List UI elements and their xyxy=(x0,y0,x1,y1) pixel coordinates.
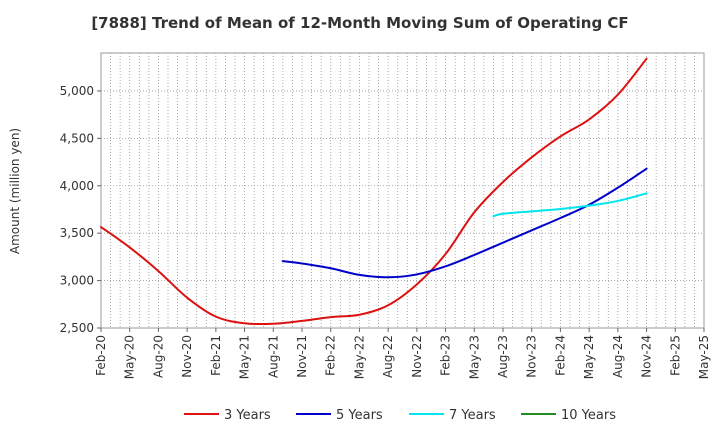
x-tick-label: Aug-24 xyxy=(611,335,625,378)
y-tick-label: 2,500 xyxy=(60,321,94,335)
plot-area-frame xyxy=(100,52,705,329)
y-tick-label: 4,500 xyxy=(60,131,94,145)
x-tick-label: Aug-23 xyxy=(496,335,510,378)
legend-label-7-years: 7 Years xyxy=(449,408,496,423)
x-tick-label: Nov-22 xyxy=(410,335,424,378)
y-tick-label: 3,000 xyxy=(60,274,94,288)
x-tick-label: May-25 xyxy=(697,335,711,379)
x-tick-label: May-24 xyxy=(582,335,596,379)
series-lines xyxy=(100,57,648,326)
legend: 3 Years 5 Years 7 Years 10 Years xyxy=(184,408,616,423)
x-tick-label: Feb-20 xyxy=(94,335,108,376)
x-tick-label: Feb-23 xyxy=(439,335,453,376)
y-tick-label: 3,500 xyxy=(60,226,94,240)
x-tick-label: Aug-21 xyxy=(266,335,280,378)
series-line-3-years xyxy=(100,57,648,326)
legend-label-10-years: 10 Years xyxy=(561,408,616,423)
y-tick-label: 5,000 xyxy=(60,84,94,98)
x-tick-label: Nov-23 xyxy=(525,335,539,378)
y-axis: 2,500 3,000 3,500 4,000 4,500 5,000 xyxy=(60,84,101,335)
x-tick-label: Aug-20 xyxy=(151,335,165,378)
y-axis-label: Amount (million yen) xyxy=(8,128,22,254)
y-tick-label: 4,000 xyxy=(60,179,94,193)
x-tick-label: May-22 xyxy=(352,335,366,379)
x-tick-label: Nov-21 xyxy=(295,335,309,378)
x-tick-label: Feb-25 xyxy=(668,335,682,376)
x-tick-label: May-20 xyxy=(123,335,137,379)
x-tick-label: Feb-22 xyxy=(324,335,338,376)
x-tick-label: May-21 xyxy=(238,335,252,379)
x-tick-label: Feb-21 xyxy=(209,335,223,376)
legend-label-3-years: 3 Years xyxy=(224,408,271,423)
legend-label-5-years: 5 Years xyxy=(336,408,383,423)
chart-title: [7888] Trend of Mean of 12-Month Moving … xyxy=(91,14,629,32)
x-axis: Feb-20 May-20 Aug-20 Nov-20 Feb-21 May-21 Aug-… xyxy=(94,328,711,379)
x-tick-label: Nov-24 xyxy=(640,335,654,378)
x-tick-label: May-23 xyxy=(467,335,481,379)
grid xyxy=(101,53,704,328)
x-tick-label: Feb-24 xyxy=(553,335,567,376)
series-line-7-years xyxy=(492,192,648,218)
x-tick-label: Nov-20 xyxy=(180,335,194,378)
x-tick-label: Aug-22 xyxy=(381,335,395,378)
